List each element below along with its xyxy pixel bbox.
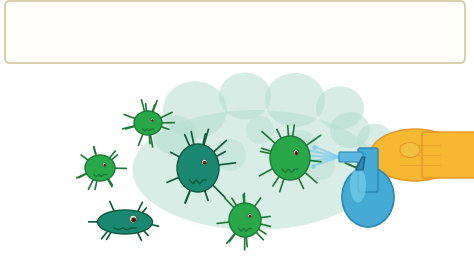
- Ellipse shape: [219, 73, 271, 119]
- Circle shape: [103, 164, 106, 167]
- FancyBboxPatch shape: [358, 148, 378, 192]
- Circle shape: [305, 150, 335, 180]
- Ellipse shape: [229, 203, 261, 237]
- Circle shape: [282, 130, 318, 166]
- Ellipse shape: [177, 144, 219, 192]
- Ellipse shape: [342, 167, 394, 227]
- Circle shape: [151, 119, 154, 122]
- Circle shape: [131, 217, 136, 222]
- Ellipse shape: [373, 168, 376, 172]
- Ellipse shape: [248, 214, 252, 218]
- Circle shape: [214, 139, 246, 171]
- Ellipse shape: [130, 215, 137, 223]
- Ellipse shape: [153, 115, 197, 155]
- Ellipse shape: [102, 163, 107, 167]
- Ellipse shape: [265, 73, 325, 127]
- Ellipse shape: [357, 124, 393, 156]
- Ellipse shape: [350, 168, 366, 202]
- Ellipse shape: [400, 143, 420, 157]
- Ellipse shape: [355, 159, 385, 187]
- Text: Overview of Microbial Growth control: Overview of Microbial Growth control: [9, 24, 461, 44]
- Ellipse shape: [98, 210, 153, 234]
- FancyBboxPatch shape: [5, 1, 465, 63]
- Circle shape: [374, 169, 376, 171]
- Circle shape: [294, 151, 298, 155]
- Circle shape: [246, 116, 274, 144]
- Ellipse shape: [163, 81, 227, 139]
- FancyBboxPatch shape: [443, 135, 474, 175]
- Circle shape: [203, 161, 207, 165]
- Polygon shape: [356, 157, 365, 170]
- FancyBboxPatch shape: [339, 152, 363, 162]
- Ellipse shape: [85, 155, 115, 181]
- Ellipse shape: [293, 150, 299, 156]
- Ellipse shape: [370, 129, 460, 181]
- Ellipse shape: [201, 159, 207, 165]
- Ellipse shape: [330, 112, 370, 148]
- FancyBboxPatch shape: [422, 132, 474, 178]
- Ellipse shape: [133, 110, 377, 230]
- Ellipse shape: [134, 111, 162, 135]
- Ellipse shape: [270, 136, 310, 180]
- Circle shape: [248, 215, 252, 218]
- Ellipse shape: [150, 118, 154, 122]
- Ellipse shape: [316, 86, 364, 130]
